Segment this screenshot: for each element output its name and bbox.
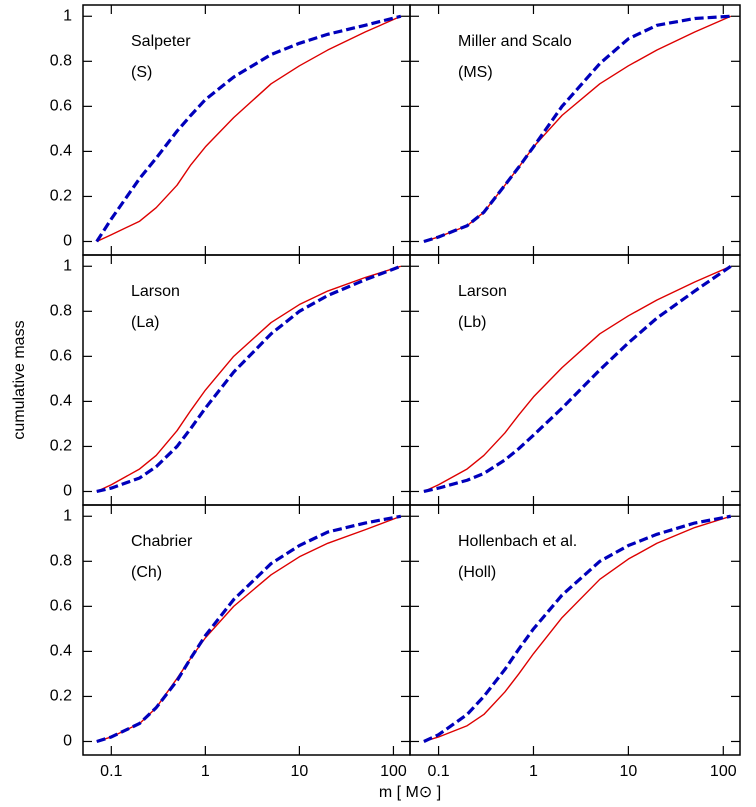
y-tick-label: 1 — [63, 7, 72, 24]
y-tick-label: 0.2 — [50, 438, 72, 455]
panel-label: Larson — [458, 283, 507, 300]
series-line — [96, 264, 402, 494]
x-tick-label: 100 — [710, 763, 737, 780]
panel-frame — [409, 504, 741, 756]
y-tick-label: 0.4 — [50, 143, 72, 160]
series-line — [423, 264, 732, 494]
y-tick-label: 0.2 — [50, 188, 72, 205]
series-line — [96, 15, 402, 243]
x-tick-label: 10 — [290, 763, 308, 780]
x-axis-label: m [ M⊙ ] — [379, 784, 441, 801]
series-line — [423, 514, 732, 743]
y-tick-label: 0 — [63, 233, 72, 250]
panel-label: (S) — [131, 64, 152, 81]
x-tick-label: 0.1 — [100, 763, 122, 780]
y-tick-label: 0.6 — [50, 598, 72, 615]
series-line — [96, 514, 402, 744]
panel-label: (Ch) — [131, 564, 162, 581]
y-tick-label: 0 — [63, 483, 72, 500]
series-line — [423, 265, 732, 493]
panel-label: (Lb) — [458, 314, 486, 331]
panel-label: (La) — [131, 314, 159, 331]
y-axis-label: cumulative mass — [11, 320, 28, 439]
panel-label: (MS) — [458, 64, 493, 81]
y-tick-label: 0.8 — [50, 553, 72, 570]
series-line — [423, 515, 732, 743]
x-tick-label: 1 — [201, 763, 210, 780]
x-tick-label: 1 — [529, 763, 538, 780]
y-tick-label: 0.4 — [50, 393, 72, 410]
panel-label: Miller and Scalo — [458, 33, 572, 50]
y-tick-label: 0.8 — [50, 53, 72, 70]
panel-label: (Holl) — [458, 564, 496, 581]
series-line — [423, 14, 731, 244]
x-tick-label: 10 — [619, 763, 637, 780]
panel-label: Chabrier — [131, 533, 193, 550]
panel-label: Hollenbach et al. — [458, 533, 577, 550]
y-tick-label: 0.4 — [50, 643, 72, 660]
series-line — [96, 265, 402, 493]
y-tick-label: 1 — [63, 507, 72, 524]
series-line — [95, 14, 402, 243]
y-tick-label: 0.6 — [50, 98, 72, 115]
y-tick-label: 0.6 — [50, 348, 72, 365]
y-tick-label: 0.8 — [50, 303, 72, 320]
y-tick-label: 0.2 — [50, 688, 72, 705]
x-tick-label: 100 — [380, 763, 407, 780]
panel-label: Larson — [131, 283, 180, 300]
panel-label: Salpeter — [131, 33, 191, 50]
y-tick-label: 0 — [63, 733, 72, 750]
y-tick-label: 1 — [63, 257, 72, 274]
x-tick-label: 0.1 — [427, 763, 449, 780]
